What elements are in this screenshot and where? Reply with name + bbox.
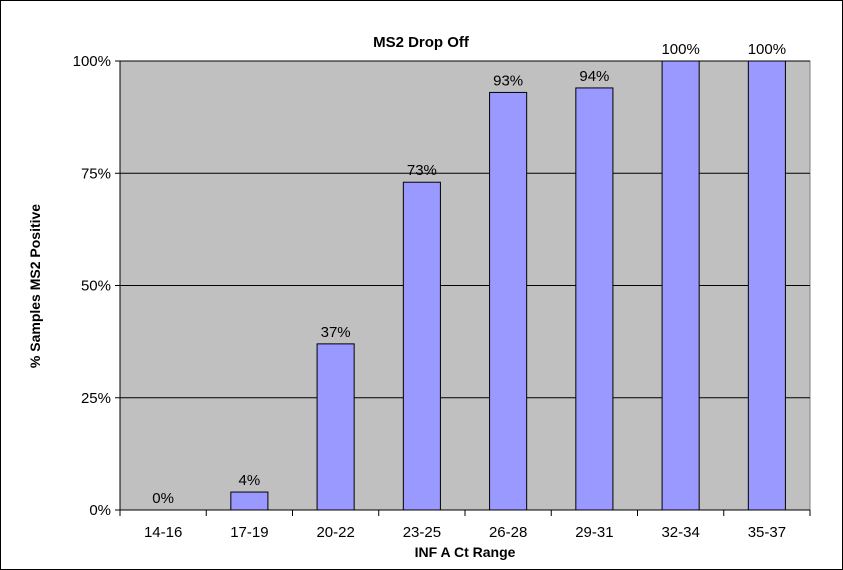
data-label-20-22: 37%: [321, 324, 351, 341]
bar-32-34: [661, 60, 700, 511]
x-tick-labels: 14-16 17-19 20-22 23-25 26-28 29-31 32-34 35-37: [119, 510, 811, 541]
y-tick-label-4: 100%: [73, 53, 111, 70]
x-tick-label-23-25: 23-25: [403, 524, 441, 541]
bar-35-37: [747, 60, 786, 511]
data-label-26-28: 93%: [493, 72, 523, 89]
data-label-14-16: 0%: [152, 490, 174, 507]
y-axis-title: % Samples MS2 Positive: [27, 204, 43, 368]
x-tick-label-14-16: 14-16: [144, 524, 182, 541]
data-label-23-25: 73%: [407, 162, 437, 179]
x-tick-label-29-31: 29-31: [575, 524, 613, 541]
bar-23-25: [402, 181, 441, 511]
data-labels: 0% 4% 37% 73% 93% 94% 100% 100%: [152, 41, 786, 507]
chart-title: MS2 Drop Off: [373, 34, 470, 51]
x-tick-label-35-37: 35-37: [748, 524, 786, 541]
bar-29-31: [575, 87, 614, 511]
data-label-32-34: 100%: [661, 41, 699, 58]
y-tick-label-2: 50%: [81, 278, 111, 295]
x-tick-label-26-28: 26-28: [489, 524, 527, 541]
data-label-35-37: 100%: [748, 41, 786, 58]
bar-20-22: [316, 343, 355, 511]
x-tick-label-17-19: 17-19: [230, 524, 268, 541]
y-tick-label-0: 0%: [89, 502, 111, 519]
data-label-29-31: 94%: [579, 68, 609, 85]
x-axis-title: INF A Ct Range: [415, 544, 516, 560]
bar-26-28: [489, 91, 528, 511]
x-tick-label-32-34: 32-34: [661, 524, 699, 541]
bars: [230, 60, 786, 511]
y-tick-label-3: 75%: [81, 165, 111, 182]
bar-17-19: [230, 491, 269, 511]
y-tick-label-1: 25%: [81, 390, 111, 407]
y-tick-labels: 0% 25% 50% 75% 100%: [73, 53, 120, 519]
x-tick-label-20-22: 20-22: [316, 524, 354, 541]
data-label-17-19: 4%: [239, 472, 261, 489]
